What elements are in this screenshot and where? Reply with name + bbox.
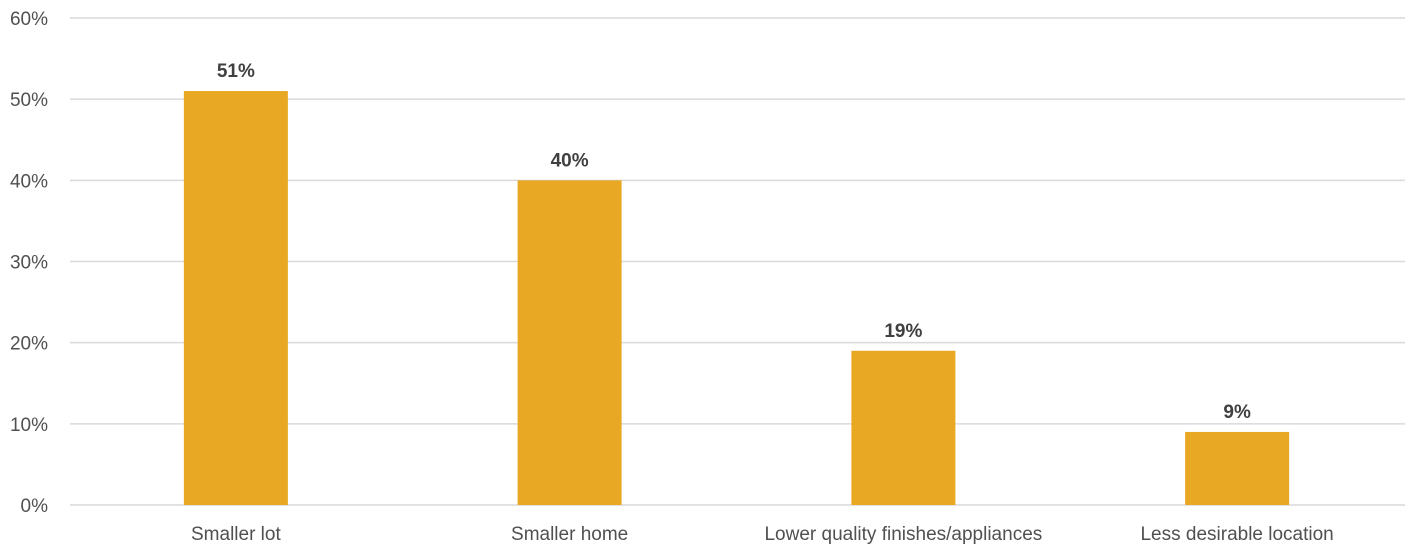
x-category-label: Lower quality finishes/appliances <box>764 524 1042 545</box>
data-label: 51% <box>217 61 255 82</box>
data-label: 9% <box>1223 402 1251 423</box>
y-tick-label: 20% <box>10 334 48 355</box>
data-label: 19% <box>884 321 922 342</box>
gridlines <box>70 17 1405 506</box>
bars <box>183 91 1290 506</box>
y-tick-label: 40% <box>10 171 48 192</box>
data-label: 40% <box>551 150 589 171</box>
y-axis-ticks: 0% 10% 20% 30% 40% 50% 60% <box>10 9 48 517</box>
x-category-label: Smaller home <box>511 524 628 545</box>
data-labels: 51% 40% 19% 9% <box>217 61 1251 423</box>
y-tick-label: 0% <box>21 496 49 517</box>
x-category-label: Less desirable location <box>1140 524 1333 545</box>
y-tick-label: 60% <box>10 9 48 30</box>
bar <box>517 180 622 506</box>
bar <box>1185 431 1290 505</box>
bar <box>851 350 956 505</box>
y-tick-label: 50% <box>10 90 48 111</box>
bar <box>183 91 288 506</box>
x-axis-labels: Smaller lot Smaller home Lower quality fin… <box>191 524 1334 545</box>
y-tick-label: 30% <box>10 253 48 274</box>
y-tick-label: 10% <box>10 415 48 436</box>
x-category-label: Smaller lot <box>191 524 281 545</box>
